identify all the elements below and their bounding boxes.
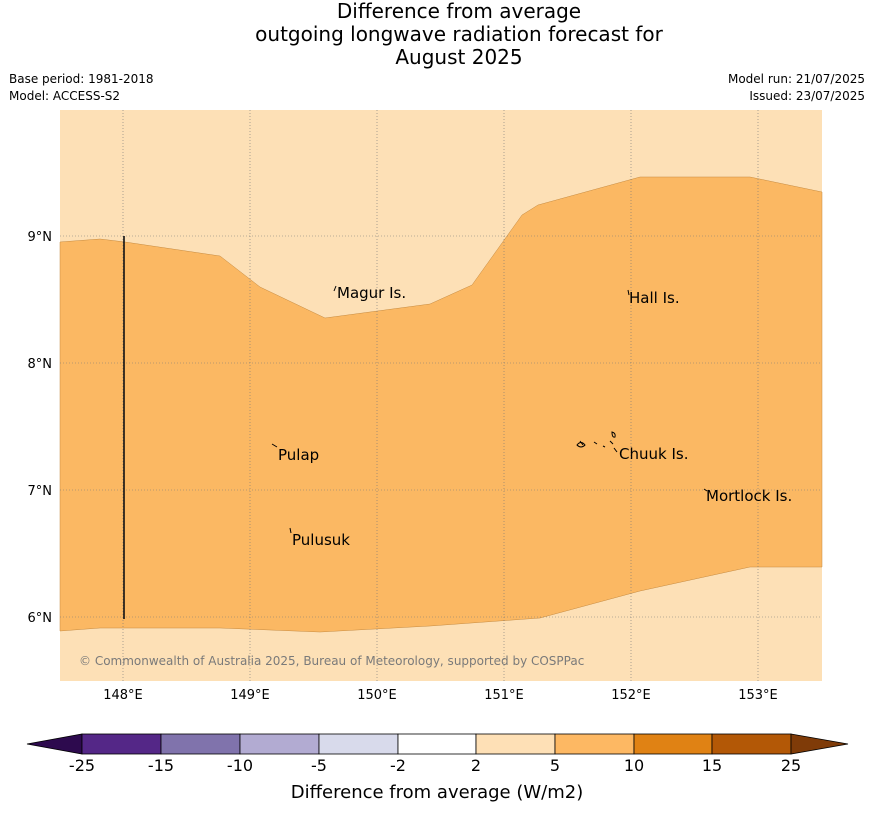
map-panel: Magur Is. Hall Is. Pulap Chuuk Is. Mortl…: [59, 110, 823, 681]
lon-label-151: 151°E: [484, 688, 524, 703]
legend-swatch-4: [318, 733, 399, 755]
map-title: Difference from average outgoing longwav…: [0, 0, 873, 69]
legend-tick-2: -15: [148, 756, 174, 775]
legend-title: Difference from average (W/m2): [291, 782, 583, 803]
title-line-1: Difference from average: [336, 0, 582, 23]
island-outlines: [271, 285, 708, 534]
anomaly-band-5-10: [59, 176, 823, 633]
issued-text: Issued: 23/07/2025: [749, 89, 865, 103]
legend-tick-4: -5: [311, 756, 327, 775]
lon-label-153: 153°E: [738, 688, 778, 703]
place-label-hall: Hall Is.: [629, 289, 680, 307]
chuuk-lagoon-shape: [576, 431, 618, 453]
lat-label-8n: 8°N: [28, 357, 53, 372]
title-line-2: outgoing longwave radiation forecast for: [255, 22, 663, 46]
legend-tick-10: 25: [781, 756, 801, 775]
legend-swatch-9: [711, 733, 792, 755]
color-legend: -25 -15 -10 -5 -2 2 5 10 15 25 Differenc…: [26, 733, 849, 803]
lon-label-152: 152°E: [611, 688, 651, 703]
legend-tick-9: 15: [702, 756, 722, 775]
lat-label-7n: 7°N: [28, 484, 53, 499]
legend-extend-low: [26, 733, 83, 755]
place-label-mortlock: Mortlock Is.: [706, 487, 792, 505]
longitude-labels: 148°E 149°E 150°E 151°E 152°E 153°E: [103, 688, 778, 703]
model-run-text: Model run: 21/07/2025: [727, 72, 865, 86]
lon-label-150: 150°E: [357, 688, 397, 703]
legend-swatch-2: [160, 733, 241, 755]
meta-left: Base period: 1981-2018 Model: ACCESS-S2: [9, 71, 154, 105]
mortlock-island-shape: [703, 488, 708, 492]
legend-swatch-8: [633, 733, 713, 755]
legend-tick-6: 2: [471, 756, 481, 775]
lat-label-6n: 6°N: [28, 611, 53, 626]
legend-tick-1: -25: [69, 756, 95, 775]
magur-island-shape: [333, 285, 337, 292]
model-text: Model: ACCESS-S2: [9, 89, 121, 103]
latitude-labels: 9°N 8°N 7°N 6°N: [28, 230, 53, 626]
pulusuk-island-shape: [289, 527, 292, 534]
legend-extend-high: [790, 733, 849, 755]
legend-swatch-1: [81, 733, 162, 755]
hall-island-shape: [627, 289, 630, 296]
place-labels: Magur Is. Hall Is. Pulap Chuuk Is. Mortl…: [278, 284, 792, 549]
legend-swatch-5: [397, 733, 477, 755]
lon-label-148: 148°E: [103, 688, 143, 703]
place-label-magur: Magur Is.: [337, 284, 406, 302]
base-period-text: Base period: 1981-2018: [9, 72, 154, 86]
legend-tick-8: 10: [624, 756, 644, 775]
title-line-3: August 2025: [395, 45, 523, 69]
legend-ticks: -25 -15 -10 -5 -2 2 5 10 15 25: [69, 756, 801, 775]
place-label-pulusuk: Pulusuk: [292, 531, 350, 549]
legend-swatch-3: [239, 733, 320, 755]
place-label-pulap: Pulap: [278, 446, 319, 464]
legend-tick-7: 5: [550, 756, 560, 775]
meta-right: Model run: 21/07/2025 Issued: 23/07/2025: [728, 71, 865, 105]
pulap-island-shape: [271, 443, 278, 448]
lon-label-149: 149°E: [230, 688, 270, 703]
copyright-notice: © Commonwealth of Australia 2025, Bureau…: [79, 654, 584, 668]
place-label-chuuk: Chuuk Is.: [619, 445, 688, 463]
legend-swatch-6: [475, 733, 556, 755]
legend-tick-5: -2: [390, 756, 406, 775]
gridlines: [60, 110, 822, 681]
lat-label-9n: 9°N: [28, 230, 53, 245]
legend-tick-3: -10: [227, 756, 253, 775]
legend-swatch-7: [554, 733, 635, 755]
